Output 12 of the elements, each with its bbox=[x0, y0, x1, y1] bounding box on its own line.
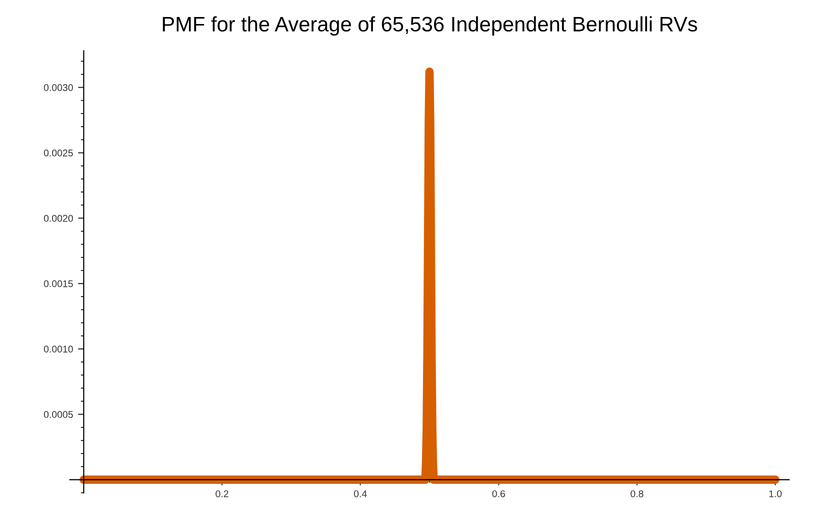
y-tick-label: 0.0030 bbox=[44, 84, 73, 92]
x-tick-label: 0.4 bbox=[354, 490, 367, 498]
y-tick-label: 0.0025 bbox=[44, 150, 73, 156]
x-tick-label: 0.8 bbox=[630, 490, 644, 498]
x-tick-label: 0.6 bbox=[492, 490, 505, 498]
x-tick-label: 1.0 bbox=[769, 490, 782, 498]
x-tick-label: 0.2 bbox=[216, 490, 228, 498]
y-tick-label: 0.0015 bbox=[44, 280, 73, 288]
y-tick-label: 0.0010 bbox=[44, 346, 73, 353]
chart-title: PMF for the Average of 65,536 Independent Bernoulli RVs bbox=[162, 16, 698, 36]
y-tick-label: 0.0005 bbox=[44, 411, 73, 418]
y-tick-label: 0.0020 bbox=[44, 214, 73, 222]
